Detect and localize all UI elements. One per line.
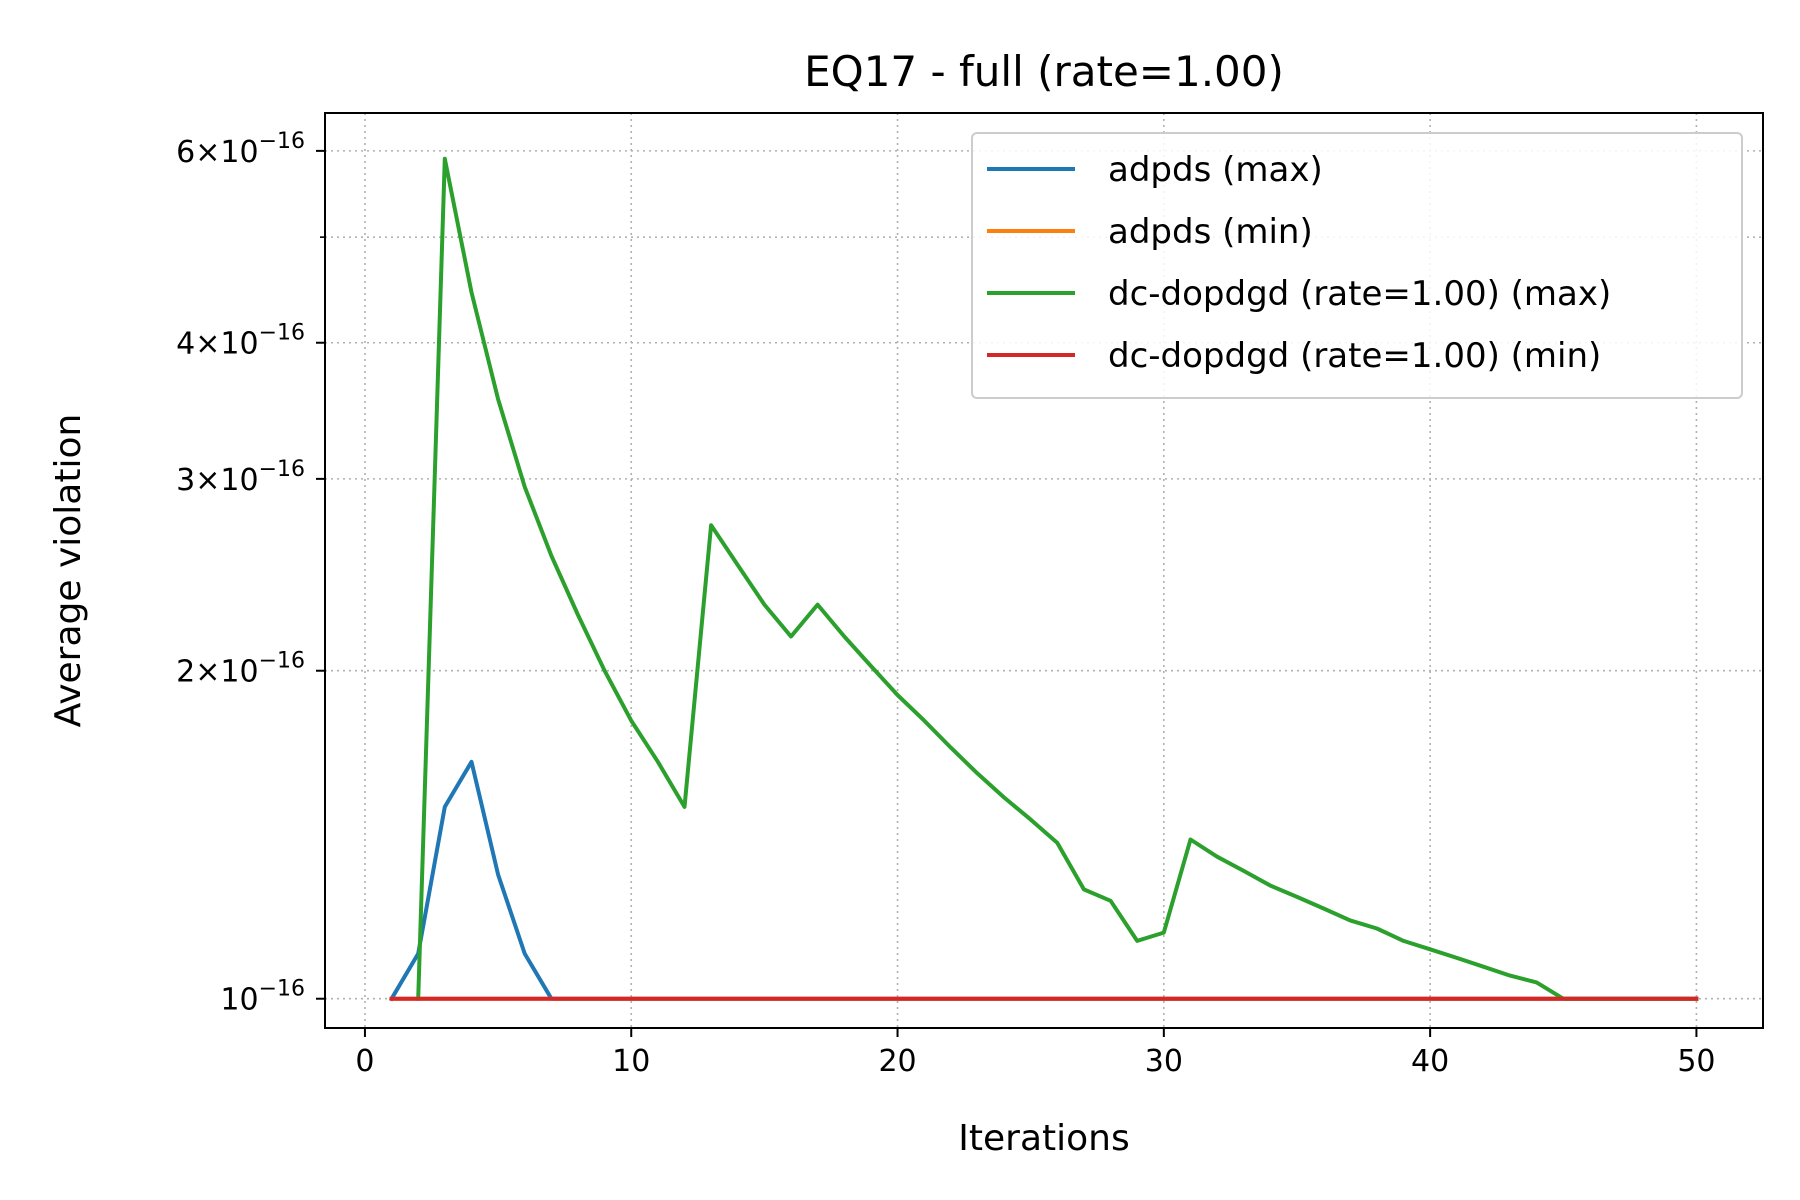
x-axis-title: Iterations <box>958 1118 1129 1159</box>
y-axis-ticks: 10−16 2×10−16 3×10−16 4×10−16 6×10−16 <box>176 129 325 1018</box>
legend-label: dc-dopdgd (rate=1.00) (min) <box>1108 336 1601 376</box>
legend-label: dc-dopdgd (rate=1.00) (max) <box>1108 274 1611 314</box>
x-tick-label: 20 <box>878 1044 916 1079</box>
y-tick-label: 4×10−16 <box>176 321 305 362</box>
y-tick-label: 2×10−16 <box>176 649 305 690</box>
y-tick-label: 3×10−16 <box>176 457 305 498</box>
chart-title: EQ17 - full (rate=1.00) <box>804 47 1284 96</box>
series-lines <box>388 156 1699 1002</box>
x-tick-label: 40 <box>1411 1044 1449 1079</box>
x-tick-label: 30 <box>1145 1044 1183 1079</box>
y-tick-label: 10−16 <box>220 977 305 1018</box>
legend-box <box>971 132 1743 399</box>
x-tick-label: 50 <box>1677 1044 1715 1079</box>
y-axis-title: Average violation <box>48 414 89 728</box>
grid <box>325 113 1763 1028</box>
plot-area-frame <box>324 112 1764 1029</box>
legend: adpds (max) adpds (min) dc-dopdgd (rate=1.… <box>971 132 1743 399</box>
x-tick-label: 10 <box>612 1044 650 1079</box>
legend-label: adpds (max) <box>1108 150 1323 190</box>
x-axis-ticks: 0 10 20 30 40 50 <box>355 1028 1716 1079</box>
y-tick-label: 6×10−16 <box>176 129 305 170</box>
x-tick-label: 0 <box>355 1044 374 1079</box>
series-line-2 <box>416 156 1699 1001</box>
legend-label: adpds (min) <box>1108 212 1313 252</box>
